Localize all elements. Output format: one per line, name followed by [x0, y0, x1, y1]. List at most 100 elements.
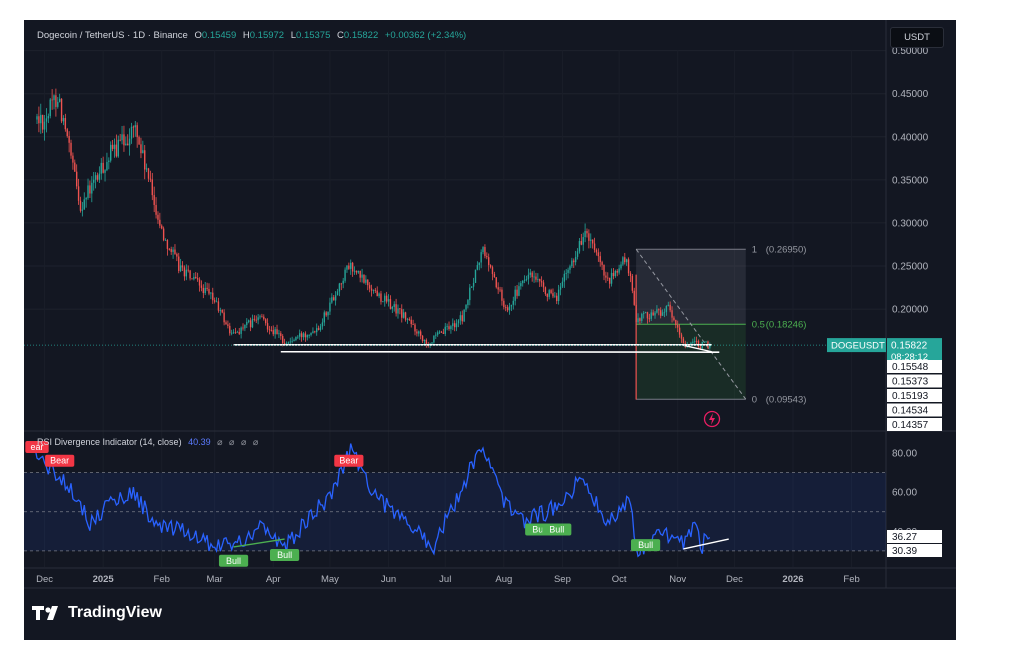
trendline — [683, 344, 712, 353]
candle-body — [629, 273, 632, 277]
rsi-line — [34, 443, 711, 558]
candle-body — [314, 331, 316, 333]
candle-body — [234, 332, 237, 334]
candle-body — [557, 289, 560, 302]
price-tick-label: 0.30000 — [892, 218, 929, 229]
candle-body — [300, 333, 303, 338]
candle-body — [512, 300, 514, 305]
rsi-current-label: 36.27 — [892, 532, 917, 543]
candle-body — [178, 256, 180, 271]
candle-body — [130, 126, 133, 139]
price-level-label: 0.15548 — [892, 362, 929, 373]
candle-body — [527, 274, 530, 280]
candle-body — [145, 168, 148, 170]
candle-body — [348, 265, 350, 269]
candle-body — [614, 271, 617, 277]
candle-body — [236, 331, 239, 333]
candle-body — [147, 168, 150, 179]
bear-signal-badge — [45, 454, 75, 467]
candle-body — [77, 186, 80, 201]
candle-body — [522, 280, 524, 284]
rsi-settings-icon[interactable]: ⌀ ⌀ ⌀ ⌀ — [217, 437, 261, 447]
candle-body — [125, 143, 127, 146]
currency-button[interactable]: USDT — [890, 27, 944, 48]
candle-body — [157, 214, 159, 220]
candle-body — [697, 340, 700, 348]
candle-body — [474, 269, 477, 283]
candle-body — [85, 197, 87, 200]
candle-body — [576, 251, 579, 257]
candle-body — [278, 333, 280, 335]
candle-body — [389, 299, 392, 309]
rsi-legend[interactable]: RSI Divergence Indicator (14, close) 40.… — [37, 437, 260, 448]
symbol-header[interactable]: Dogecoin / TetherUS · 1D · Binance O0.15… — [37, 30, 466, 41]
candle-body — [340, 283, 342, 285]
rsi-current-badge — [887, 544, 942, 557]
candle-body — [91, 182, 93, 194]
price-tick-label: 0.50000 — [892, 46, 929, 57]
candle-body — [240, 327, 242, 334]
candle-body — [382, 301, 384, 303]
candle-body — [306, 335, 308, 338]
misc — [703, 410, 721, 428]
candle-body — [467, 300, 469, 305]
candle-body — [316, 328, 318, 333]
candle-body — [81, 209, 84, 211]
candle-body — [134, 125, 136, 128]
candle-body — [408, 318, 411, 320]
candle-body — [215, 301, 218, 303]
tradingview-logo[interactable]: TradingView — [32, 604, 162, 622]
candle-body — [119, 139, 121, 141]
candle-body — [618, 268, 620, 273]
candle-body — [344, 269, 346, 281]
candle-body — [503, 300, 505, 308]
candle-body — [412, 324, 414, 325]
candle-body — [47, 116, 50, 119]
candle-body — [646, 312, 649, 319]
chart-canvas[interactable]: 0.50000 0.45000 0.40000 0.35000 0.30000 0.250… — [24, 20, 956, 640]
candle-body — [419, 331, 422, 336]
candle-body — [40, 114, 42, 124]
candle-body — [556, 295, 558, 302]
candle-body — [552, 293, 554, 297]
current-price-badge — [887, 338, 942, 364]
candle-body — [155, 204, 157, 215]
candle-body — [378, 293, 380, 297]
candle-body — [612, 272, 615, 277]
candle-body — [463, 309, 465, 322]
bull-signal-label: Bull — [638, 540, 653, 550]
price-level-badge — [887, 389, 942, 402]
time-tick-label: Dec — [36, 574, 53, 585]
candle-body — [435, 334, 437, 336]
candle-body — [446, 326, 448, 328]
bull-signal-badge — [269, 548, 300, 561]
candle-body — [471, 286, 473, 288]
candle-body — [179, 265, 182, 271]
bull-signal-badge — [218, 554, 249, 567]
candle-body — [440, 331, 443, 333]
fibonacci-retracement: 1 (0.26950) 0.5 (0.18246) 0 (0.09543) — [635, 245, 806, 406]
candle-body — [531, 272, 533, 278]
candle-body — [622, 257, 624, 265]
time-tick-label: Jul — [439, 574, 451, 585]
candle-body — [491, 267, 494, 275]
rsi-divergence-line — [683, 538, 729, 550]
candle-body — [448, 326, 450, 330]
candle-body — [650, 312, 652, 319]
candle-body — [308, 334, 310, 336]
candle-body — [533, 276, 535, 278]
candle-body — [465, 304, 467, 310]
candle-body — [43, 121, 46, 130]
candle-body — [397, 308, 399, 314]
candle-body — [542, 282, 545, 288]
candle-body — [673, 317, 675, 321]
candle-body — [484, 247, 486, 257]
candle-body — [302, 333, 305, 338]
symbol-title[interactable]: Dogecoin / TetherUS · 1D · Binance — [37, 30, 188, 41]
candle-body — [75, 171, 78, 187]
candle-body — [669, 304, 671, 311]
candle-body — [176, 253, 178, 257]
candle-body — [223, 312, 225, 323]
candle-body — [559, 286, 562, 290]
candle-body — [291, 340, 293, 342]
